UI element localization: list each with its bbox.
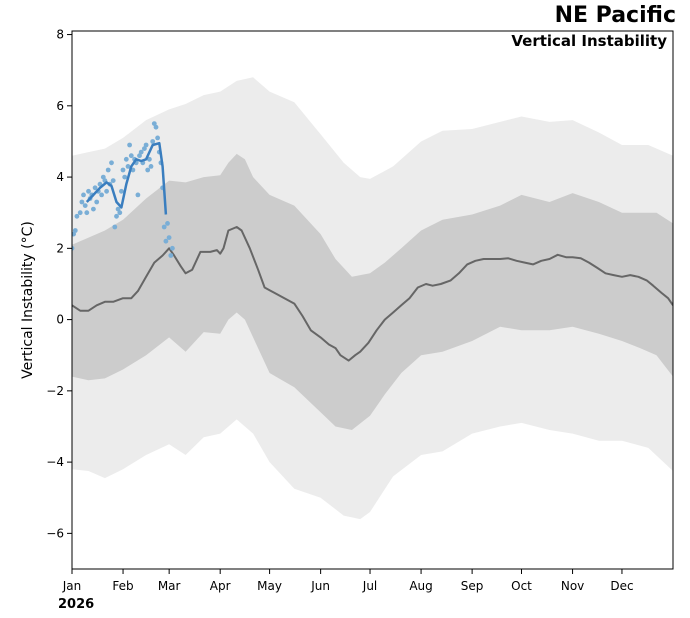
x-tick-label: Mar: [158, 579, 181, 593]
daily-data-point: [72, 228, 78, 233]
daily-data-point: [135, 192, 141, 198]
daily-data-point: [166, 235, 172, 241]
plot-area: [72, 77, 673, 520]
daily-data-point: [150, 139, 156, 144]
y-tick-label: −4: [46, 455, 64, 469]
daily-data-point: [153, 124, 159, 130]
daily-data-point: [112, 224, 118, 230]
x-tick-label: Sep: [461, 579, 484, 593]
daily-data-point: [142, 146, 147, 152]
x-tick-label: Jul: [362, 579, 377, 593]
x-tick-label: Jun: [310, 579, 330, 593]
daily-data-point: [128, 153, 134, 159]
y-tick-label: 2: [56, 241, 64, 255]
daily-data-point: [120, 167, 126, 173]
daily-data-point: [119, 188, 124, 194]
daily-data-point: [145, 167, 151, 173]
daily-data-point: [81, 192, 86, 198]
x-tick-label: Dec: [610, 579, 633, 593]
daily-data-point: [84, 210, 90, 216]
x-tick-label: Aug: [409, 579, 432, 593]
y-tick-label: −6: [46, 526, 64, 540]
y-tick-label: 0: [56, 313, 64, 327]
chart-title: NE Pacific: [554, 3, 676, 28]
daily-data-point: [79, 199, 85, 205]
daily-data-point: [77, 210, 83, 216]
daily-data-point: [72, 245, 75, 251]
inner-percentile-band: [72, 153, 673, 430]
daily-data-point: [123, 156, 129, 162]
daily-data-point: [137, 153, 142, 159]
y-axis-label: Vertical Instability (°C): [20, 221, 36, 379]
daily-data-point: [109, 160, 114, 166]
daily-data-point: [168, 253, 174, 258]
plot-frame: [71, 30, 674, 570]
daily-data-point: [138, 149, 144, 155]
daily-data-point: [86, 188, 91, 194]
daily-data-point: [104, 188, 109, 194]
y-tick-label: 4: [56, 170, 64, 184]
daily-data-point: [114, 213, 119, 219]
daily-data-point: [148, 164, 154, 169]
year-label: 2026: [58, 597, 95, 612]
daily-data-point: [94, 199, 100, 205]
daily-data-point: [170, 245, 175, 251]
x-tick-label: Jan: [62, 579, 82, 593]
x-tick-label: May: [257, 579, 282, 593]
y-tick-label: −2: [46, 384, 64, 398]
climatology-mean-line: [72, 226, 673, 362]
daily-data-point: [143, 142, 149, 148]
x-tick-label: Oct: [511, 579, 532, 593]
chart-subtitle: Vertical Instability: [511, 32, 667, 50]
daily-data-point: [82, 203, 88, 209]
daily-data-point: [72, 231, 76, 237]
daily-data-point: [161, 224, 167, 230]
daily-data-point: [165, 221, 170, 226]
y-tick-label: 8: [56, 28, 64, 42]
daily-data-point: [110, 178, 116, 184]
daily-data-point: [92, 185, 98, 191]
daily-data-point: [74, 213, 80, 219]
current-year-line: [85, 141, 168, 215]
daily-data-point: [115, 206, 121, 212]
daily-data-point: [163, 238, 169, 244]
daily-data-point: [127, 142, 132, 148]
daily-data-point: [117, 210, 123, 216]
daily-data-point: [99, 192, 104, 198]
axes: −6 −4 −2 0 2 4 6 8 Jan Feb Mar Apr May Jun Jul Aug Sep Oc…: [46, 28, 674, 593]
daily-data-point: [122, 174, 128, 180]
x-tick-label: Nov: [561, 579, 584, 593]
daily-data-point: [91, 206, 96, 212]
daily-data-point: [151, 121, 157, 126]
y-tick-label: 6: [56, 99, 64, 113]
daily-data-point: [155, 135, 161, 141]
x-tick-label: Feb: [112, 579, 133, 593]
daily-data-point: [125, 164, 131, 169]
daily-data-point: [105, 167, 111, 173]
x-tick-label: Apr: [210, 579, 231, 593]
daily-data-point: [147, 156, 152, 162]
